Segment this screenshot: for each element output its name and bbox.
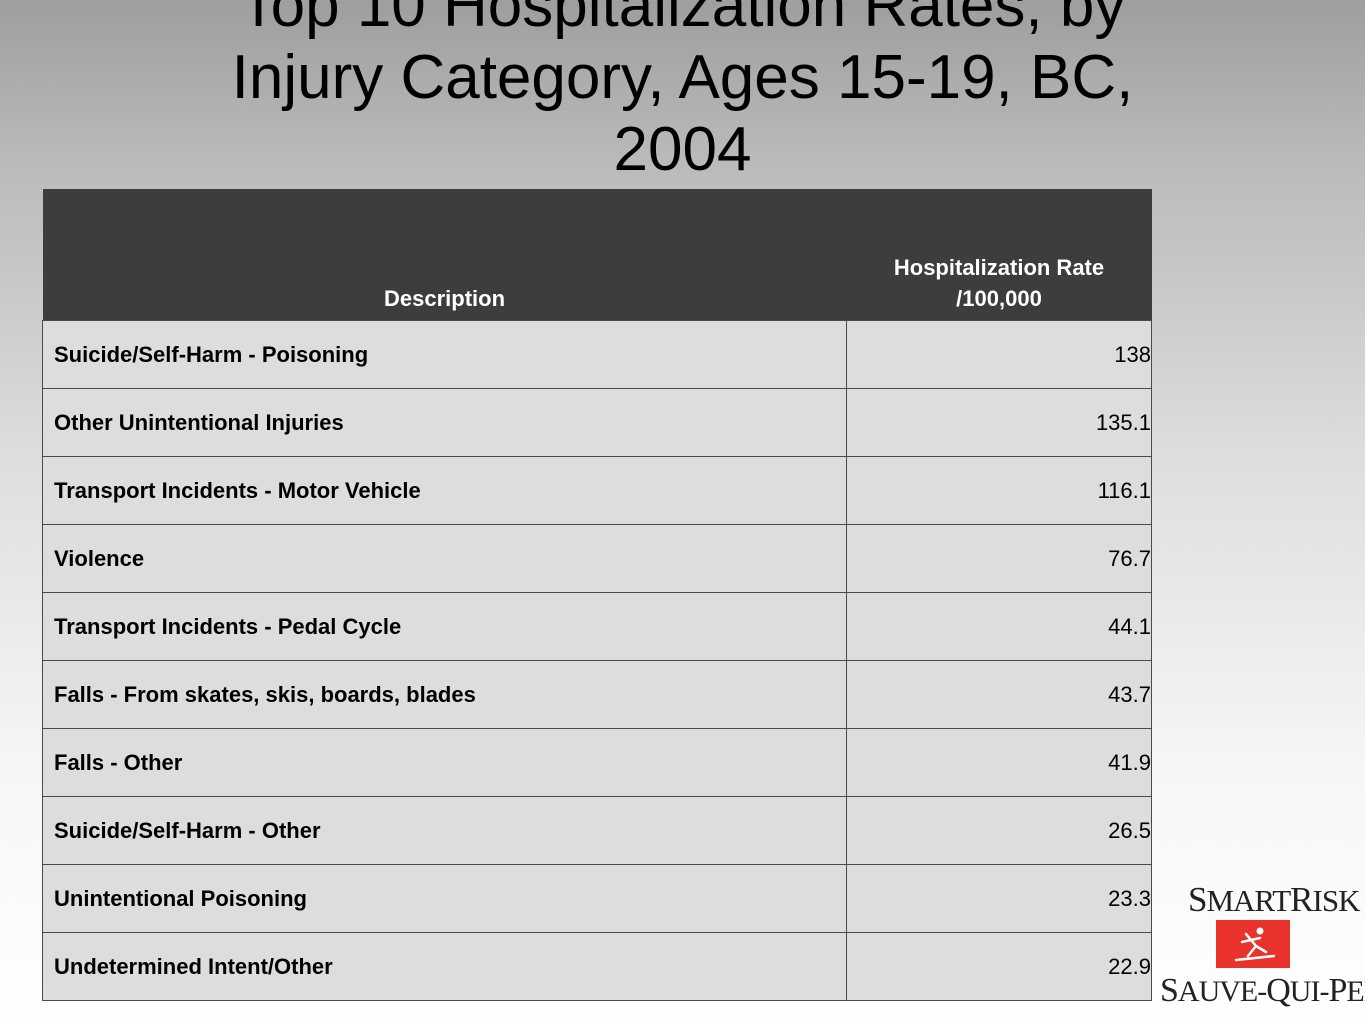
table-row: Undetermined Intent/Other 22.9 — [42, 932, 1152, 1001]
table-row: Suicide/Self-Harm - Poisoning 138 — [42, 320, 1152, 389]
title-line-2: Injury Category, Ages 15-19, BC, — [231, 43, 1134, 112]
header-description: Description — [42, 189, 847, 321]
table-row: Violence 76.7 — [42, 524, 1152, 593]
table-row: Unintentional Poisoning 23.3 — [42, 864, 1152, 933]
table-row: Transport Incidents - Pedal Cycle 44.1 — [42, 592, 1152, 661]
row-rate: 76.7 — [846, 524, 1152, 593]
row-description: Unintentional Poisoning — [42, 864, 847, 933]
logo-skier-icon — [1216, 920, 1290, 968]
row-description: Other Unintentional Injuries — [42, 388, 847, 457]
logo-wordmark-bottom: SAUVE-QUI-PENSE — [1160, 972, 1365, 1009]
row-description: Falls - Other — [42, 728, 847, 797]
row-rate: 41.9 — [846, 728, 1152, 797]
row-rate: 22.9 — [846, 932, 1152, 1001]
row-description: Transport Incidents - Pedal Cycle — [42, 592, 847, 661]
row-rate: 23.3 — [846, 864, 1152, 933]
title-line-3: 2004 — [613, 115, 752, 184]
row-description: Violence — [42, 524, 847, 593]
smartrisk-logo: SMARTRISK SAUVE-QUI-PENSE — [1158, 876, 1365, 1011]
row-rate: 138 — [846, 320, 1152, 389]
header-rate-line-2: /100,000 — [956, 286, 1042, 311]
table-row: Falls - From skates, skis, boards, blade… — [42, 660, 1152, 729]
row-rate: 26.5 — [846, 796, 1152, 865]
header-rate-line-1: Hospitalization Rate — [893, 255, 1105, 280]
row-description: Suicide/Self-Harm - Poisoning — [42, 320, 847, 389]
title-line-1: Top 10 Hospitalization Rates, by — [239, 0, 1126, 40]
table-header-row: Description Hospitalization Rate /100,00… — [42, 189, 1152, 321]
header-rate: Hospitalization Rate /100,000 — [846, 189, 1152, 321]
table-row: Falls - Other 41.9 — [42, 728, 1152, 797]
hospitalization-rates-table: Description Hospitalization Rate /100,00… — [42, 189, 1152, 1001]
table-row: Transport Incidents - Motor Vehicle 116.… — [42, 456, 1152, 525]
row-description: Falls - From skates, skis, boards, blade… — [42, 660, 847, 729]
row-rate: 43.7 — [846, 660, 1152, 729]
logo-wordmark-top: SMARTRISK — [1188, 880, 1360, 919]
row-rate: 44.1 — [846, 592, 1152, 661]
slide-title: Top 10 Hospitalization Rates, by Injury … — [0, 0, 1365, 186]
table-row: Suicide/Self-Harm - Other 26.5 — [42, 796, 1152, 865]
row-description: Suicide/Self-Harm - Other — [42, 796, 847, 865]
table-row: Other Unintentional Injuries 135.1 — [42, 388, 1152, 457]
row-rate: 116.1 — [846, 456, 1152, 525]
row-description: Transport Incidents - Motor Vehicle — [42, 456, 847, 525]
row-description: Undetermined Intent/Other — [42, 932, 847, 1001]
row-rate: 135.1 — [846, 388, 1152, 457]
